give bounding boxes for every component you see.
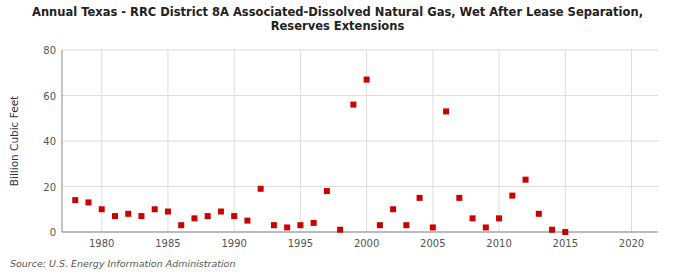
- x-tick-label: 2010: [486, 238, 511, 249]
- point: [218, 209, 224, 215]
- x-axis-line: [62, 232, 658, 233]
- point: [350, 102, 356, 108]
- y-tick-label: 20: [43, 182, 56, 193]
- title: Annual Texas - RRC District 8A Associate…: [32, 5, 643, 33]
- x-grid-line: [234, 50, 235, 232]
- point: [483, 224, 489, 230]
- point: [85, 199, 91, 205]
- point: [509, 193, 515, 199]
- point: [205, 213, 211, 219]
- point: [112, 213, 118, 219]
- point: [72, 197, 78, 203]
- x-grid-line: [432, 50, 433, 232]
- point: [364, 77, 370, 83]
- point: [258, 186, 264, 192]
- x-grid-line: [499, 50, 500, 232]
- y-tick-label: 0: [50, 227, 56, 238]
- x-tick-label: 1990: [221, 238, 246, 249]
- point: [496, 215, 502, 221]
- y-grid-line: [62, 95, 658, 96]
- point: [231, 213, 237, 219]
- x-tick-label: 2005: [420, 238, 445, 249]
- point: [244, 218, 250, 224]
- y-axis-label: Billion Cubic Feet: [8, 96, 20, 186]
- point: [562, 229, 568, 235]
- point: [456, 195, 462, 201]
- point: [337, 227, 343, 233]
- y-tick-label: 80: [43, 45, 56, 56]
- point: [152, 206, 158, 212]
- point: [271, 222, 277, 228]
- point: [430, 224, 436, 230]
- point: [165, 209, 171, 215]
- point: [297, 222, 303, 228]
- x-tick-label: 1995: [288, 238, 313, 249]
- point: [178, 222, 184, 228]
- point: [324, 188, 330, 194]
- point: [191, 215, 197, 221]
- x-grid-line: [101, 50, 102, 232]
- y-grid-line: [62, 141, 658, 142]
- x-grid-line: [167, 50, 168, 232]
- y-tick-label: 60: [43, 91, 56, 102]
- x-tick-label: 2000: [354, 238, 379, 249]
- point: [377, 222, 383, 228]
- x-grid-line: [631, 50, 632, 232]
- points: [72, 77, 568, 235]
- point: [390, 206, 396, 212]
- source: Source: U.S. Energy Information Administ…: [10, 258, 235, 269]
- title-line: Reserves Extensions: [271, 19, 405, 33]
- title-line: Annual Texas - RRC District 8A Associate…: [32, 5, 643, 19]
- point: [403, 222, 409, 228]
- point: [470, 215, 476, 221]
- y-grid-line: [62, 50, 658, 51]
- y-grid-line: [62, 186, 658, 187]
- point: [523, 177, 529, 183]
- point: [549, 227, 555, 233]
- point: [311, 220, 317, 226]
- grid: [62, 50, 658, 232]
- x-grid-line: [300, 50, 301, 232]
- point: [138, 213, 144, 219]
- background: [0, 0, 675, 275]
- x-tick-label: 1985: [155, 238, 180, 249]
- point: [284, 224, 290, 230]
- y-tick-label: 40: [43, 136, 56, 147]
- y-axis-line: [62, 50, 63, 232]
- y-grid-line: [62, 232, 658, 233]
- x-tick-label: 2015: [553, 238, 578, 249]
- x-tick-label: 2020: [619, 238, 644, 249]
- point: [443, 108, 449, 114]
- point: [99, 206, 105, 212]
- point: [536, 211, 542, 217]
- x-grid-line: [565, 50, 566, 232]
- x-tick-label: 1980: [89, 238, 114, 249]
- point: [417, 195, 423, 201]
- chart: Annual Texas - RRC District 8A Associate…: [0, 0, 675, 275]
- point: [125, 211, 131, 217]
